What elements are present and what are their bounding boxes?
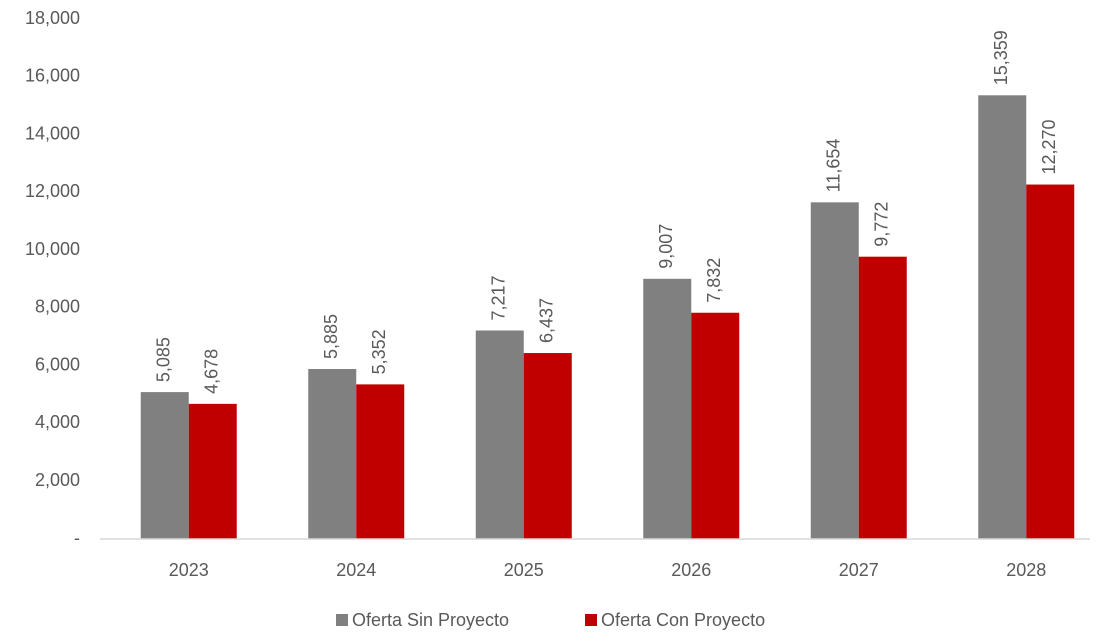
y-tick-label: 8,000 <box>35 297 80 317</box>
legend-label: Oferta Con Proyecto <box>601 610 765 630</box>
bar <box>1026 184 1075 540</box>
y-tick-label: 14,000 <box>25 123 80 143</box>
y-tick-label: 18,000 <box>25 8 80 28</box>
bar <box>308 368 357 539</box>
bar <box>858 256 907 539</box>
bar <box>475 330 524 539</box>
data-label: 7,217 <box>489 275 509 320</box>
y-tick-label: - <box>74 528 80 548</box>
y-tick-label: 16,000 <box>25 66 80 86</box>
data-label: 5,085 <box>154 337 174 382</box>
x-tick-label: 2028 <box>1006 560 1046 580</box>
data-label: 5,885 <box>321 314 341 359</box>
data-label: 12,270 <box>1039 119 1059 174</box>
x-tick-label: 2026 <box>671 560 711 580</box>
legend-swatch <box>585 614 597 626</box>
bar <box>140 392 189 539</box>
y-tick-label: 2,000 <box>35 470 80 490</box>
data-label: 5,352 <box>369 329 389 374</box>
bar <box>356 384 405 539</box>
bar <box>643 278 692 539</box>
bar <box>810 202 859 539</box>
data-label: 9,772 <box>872 202 892 247</box>
data-label: 7,832 <box>704 258 724 303</box>
x-tick-label: 2025 <box>504 560 544 580</box>
bar <box>523 353 572 539</box>
data-label: 11,654 <box>824 139 844 193</box>
y-tick-label: 10,000 <box>25 239 80 259</box>
data-label: 4,678 <box>202 349 222 394</box>
legend-label: Oferta Sin Proyecto <box>352 610 509 630</box>
y-tick-label: 6,000 <box>35 354 80 374</box>
y-tick-label: 4,000 <box>35 412 80 432</box>
y-tick-label: 12,000 <box>25 181 80 201</box>
bar <box>188 403 237 539</box>
bar <box>691 312 740 539</box>
data-label: 6,437 <box>537 298 557 343</box>
data-label: 15,359 <box>991 30 1011 85</box>
bar <box>978 95 1027 539</box>
legend-swatch <box>336 614 348 626</box>
x-tick-label: 2027 <box>839 560 879 580</box>
x-tick-label: 2024 <box>336 560 376 580</box>
x-tick-label: 2023 <box>169 560 209 580</box>
data-label: 9,007 <box>656 224 676 269</box>
